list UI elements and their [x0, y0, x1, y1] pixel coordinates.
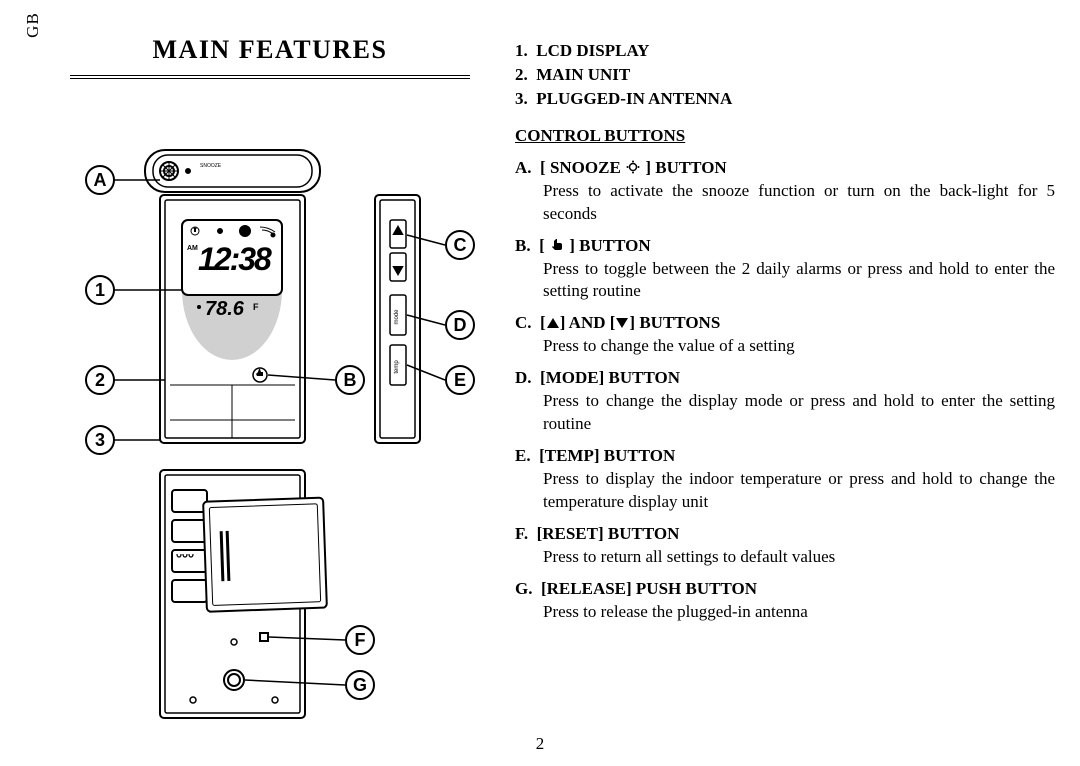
- callout-E: E: [445, 365, 475, 395]
- num-2-t: MAIN UNIT: [536, 65, 630, 84]
- text-column: 1. LCD DISPLAY 2. MAIN UNIT 3. PLUGGED-I…: [515, 40, 1055, 624]
- country-code: GB: [23, 12, 43, 38]
- callout-D: D: [445, 310, 475, 340]
- item-E-body: Press to display the indoor temperature …: [543, 468, 1055, 514]
- item-C-body: Press to change the value of a setting: [543, 335, 1055, 358]
- hand-icon: [549, 238, 565, 252]
- lcd-ampm: AM: [187, 245, 198, 252]
- item-G-body: Press to release the plugged-in antenna: [543, 601, 1055, 624]
- callout-C: C: [445, 230, 475, 260]
- item-D-head: D. [MODE] BUTTON: [515, 367, 1055, 390]
- num-3-n: 3.: [515, 89, 528, 108]
- num-1-t: LCD DISPLAY: [536, 41, 649, 60]
- item-E-head: E. [TEMP] BUTTON: [515, 445, 1055, 468]
- callout-G: G: [345, 670, 375, 700]
- callout-3: 3: [85, 425, 115, 455]
- snooze-label-diagram: SNOOZE: [200, 163, 222, 169]
- item-B-body: Press to toggle between the 2 daily alar…: [543, 258, 1055, 304]
- callout-1: 1: [85, 275, 115, 305]
- callout-B: B: [335, 365, 365, 395]
- num-2-n: 2.: [515, 65, 528, 84]
- item-D-body: Press to change the display mode or pres…: [543, 390, 1055, 436]
- svg-text:US: US: [241, 230, 249, 236]
- lcd-time: 12:38: [198, 241, 272, 277]
- item-F-head: F. [RESET] BUTTON: [515, 523, 1055, 546]
- callout-A: A: [85, 165, 115, 195]
- page-title: MAIN FEATURES: [70, 35, 470, 65]
- mode-label-diagram: mode: [394, 309, 400, 325]
- temp-label-diagram: temp: [394, 360, 400, 374]
- callout-2: 2: [85, 365, 115, 395]
- control-buttons-heading: CONTROL BUTTONS: [515, 125, 1055, 148]
- num-3-t: PLUGGED-IN ANTENNA: [536, 89, 732, 108]
- item-B-head: B. [ ] BUTTON: [515, 235, 1055, 258]
- snooze-icon: [625, 160, 641, 174]
- lcd-temp: 78.6: [205, 298, 245, 320]
- item-G-head: G. [RELEASE] PUSH BUTTON: [515, 578, 1055, 601]
- item-A-head: A. [ SNOOZE ] BUTTON: [515, 157, 1055, 180]
- callout-F: F: [345, 625, 375, 655]
- down-triangle-icon: [615, 317, 629, 329]
- lcd-temp-unit: F: [253, 302, 259, 312]
- item-C-head: C. [] AND [] BUTTONS: [515, 312, 1055, 335]
- title-underline: [70, 75, 470, 79]
- product-diagram: SNOOZE US 12:38 AM 78.6 F: [65, 135, 485, 725]
- item-A-body: Press to activate the snooze function or…: [543, 180, 1055, 226]
- num-1-n: 1.: [515, 41, 528, 60]
- item-F-body: Press to return all settings to default …: [543, 546, 1055, 569]
- up-triangle-icon: [546, 317, 560, 329]
- page-number: 2: [0, 734, 1080, 754]
